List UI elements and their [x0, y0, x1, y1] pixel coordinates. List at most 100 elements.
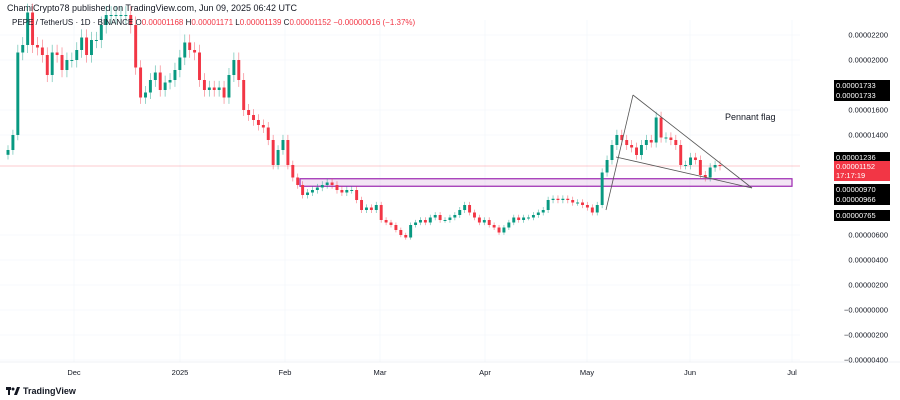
candle-body [644, 140, 648, 145]
symbol-label[interactable]: PEPE / TetherUS · 1D · BINANCE [12, 18, 134, 27]
pennant-flag-drawing [605, 94, 753, 211]
tradingview-logo: TradingView [6, 386, 76, 396]
ohlc-legend: PEPE / TetherUS · 1D · BINANCE O0.000011… [12, 18, 415, 27]
candle-body [109, 15, 113, 16]
candle-body [527, 217, 530, 219]
candle-body [50, 52, 54, 75]
candle-body [75, 50, 79, 60]
candle-body [119, 15, 123, 16]
candle-body [114, 15, 118, 16]
candle-body [689, 157, 693, 165]
candle-body [144, 92, 147, 98]
y-tick-label: 0.00000400 [848, 255, 888, 265]
candle-body [448, 217, 452, 220]
candle-body [355, 190, 359, 200]
high-key: H [185, 18, 192, 27]
candle-body [207, 87, 211, 90]
y-tick-label: −0.00000200 [843, 330, 888, 340]
candle-body [546, 200, 550, 210]
candle-body [124, 15, 128, 16]
candle-body [409, 225, 413, 238]
candle-body [232, 60, 236, 75]
candle-body [296, 177, 300, 185]
candle-body [85, 37, 89, 55]
candle-body [129, 15, 133, 25]
candle-body [153, 72, 157, 80]
candle-body [374, 205, 378, 210]
candle-body [384, 220, 388, 223]
candle-body [286, 140, 290, 165]
open-key: O [135, 18, 142, 27]
candle-body [252, 115, 255, 120]
pennant-lower-line [615, 156, 753, 189]
candle-body [168, 80, 172, 83]
candle-body [104, 15, 108, 25]
candle-body [477, 217, 481, 223]
candle-body [664, 137, 668, 139]
candle-body [468, 205, 472, 213]
y-tick-label: 0.00001600 [848, 105, 888, 115]
candle-body [31, 12, 35, 45]
price-tag-value: 0.00001236 [836, 153, 876, 162]
candle-body [679, 145, 683, 165]
x-tick-label: Mar [373, 368, 387, 377]
candle-body [600, 172, 604, 205]
low-value: 0.00001139 [239, 18, 282, 27]
candle-body [399, 230, 403, 235]
candle-body [630, 145, 634, 148]
candle-body [227, 75, 231, 98]
candle-body [517, 217, 521, 220]
candle-body [713, 165, 717, 168]
price-tag: 0.00001152 17:17:19 [834, 161, 890, 181]
candle-body [90, 40, 93, 55]
candle-body [581, 202, 584, 205]
candle-body [256, 120, 260, 125]
candle-body [320, 185, 324, 188]
candle-body [551, 198, 555, 200]
candle-body [173, 70, 177, 80]
candle-body [6, 150, 10, 155]
candle-body [635, 147, 638, 155]
candle-body [330, 182, 334, 185]
candle-body [718, 165, 722, 166]
candle-body [242, 80, 246, 110]
price-tag-value: 0.00000966 [836, 195, 876, 204]
candle-body [590, 207, 594, 213]
close-value: 0.00001152 [289, 18, 332, 27]
candle-body [698, 160, 702, 175]
candle-body [620, 135, 624, 140]
x-tick-label: Jun [683, 368, 697, 377]
candle-body [99, 25, 103, 40]
candle-body [487, 220, 491, 225]
price-tag: 0.00001236 [834, 152, 890, 163]
candle-body [148, 80, 152, 93]
candle-body [684, 165, 688, 166]
x-tick-label: Feb [278, 368, 292, 377]
open-value: 0.00001168 [141, 18, 184, 27]
candle-body [193, 50, 197, 53]
x-tick-label: 2025 [171, 368, 189, 377]
candle-body [669, 137, 673, 140]
candle-body [11, 135, 15, 150]
candle-body [188, 42, 192, 50]
candle-body [674, 140, 678, 145]
price-tag-value: 0.00001152 [836, 162, 876, 171]
candle-body [94, 40, 98, 41]
candle-body [438, 215, 442, 220]
y-tick-label: 0.00002000 [848, 55, 888, 65]
candle-body [394, 225, 398, 230]
candle-body [595, 205, 599, 213]
candle-body [360, 200, 364, 210]
candle-body [364, 207, 368, 210]
candle-body [139, 67, 143, 98]
candle-body [315, 187, 319, 190]
y-tick-label: −0.00000400 [843, 355, 888, 365]
candle-body [654, 117, 658, 143]
candle-body [70, 60, 74, 61]
candle-body [473, 212, 476, 218]
candle-body [350, 190, 354, 191]
y-tick-label: 0.00001400 [848, 130, 888, 140]
pennant-flag-label: Pennant flag [725, 112, 776, 122]
candle-body [502, 227, 506, 233]
